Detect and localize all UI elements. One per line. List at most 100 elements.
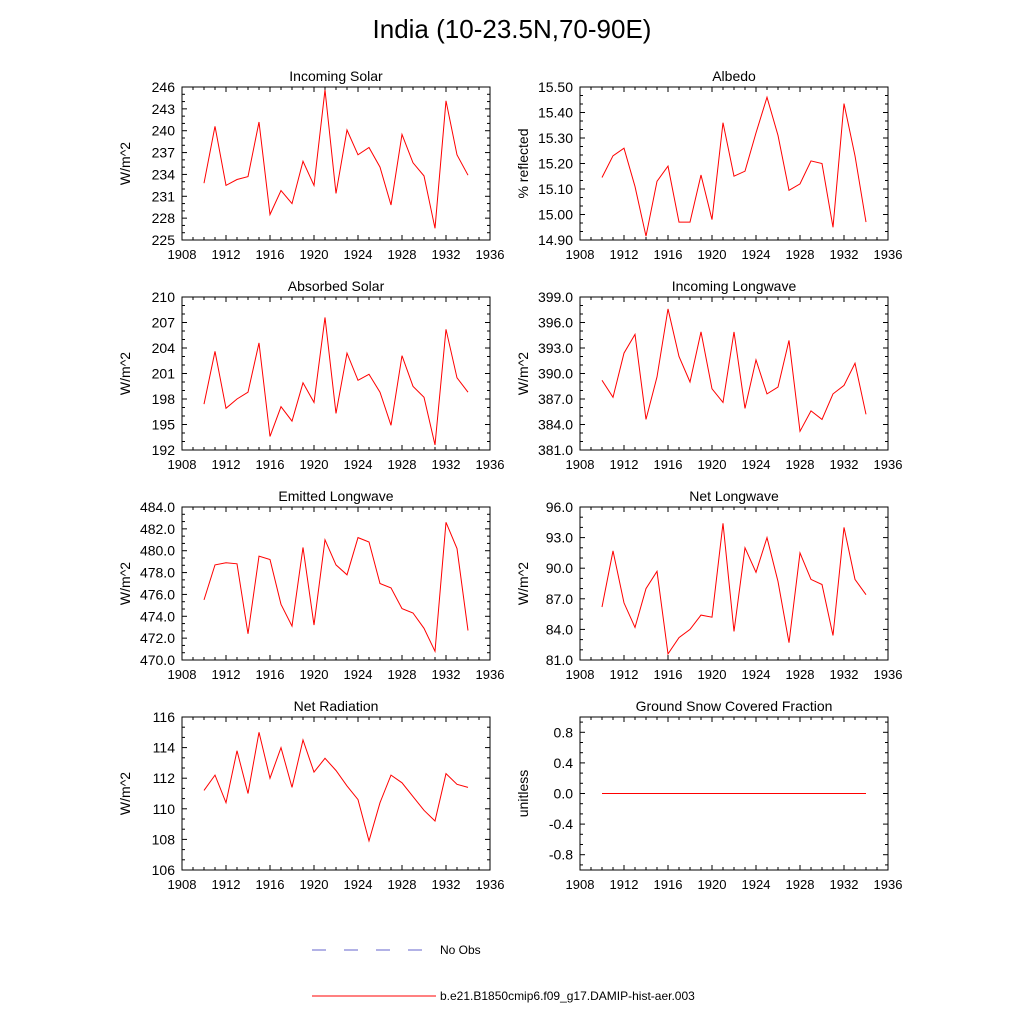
- incoming-solar-xtick-label: 1928: [388, 247, 417, 262]
- net-radiation-title: Net Radiation: [294, 698, 379, 714]
- net-longwave-xtick-label: 1936: [874, 667, 903, 682]
- albedo-ytick-label: 15.00: [538, 207, 573, 223]
- albedo-xtick-label: 1908: [566, 247, 595, 262]
- net-radiation-xtick-label: 1920: [300, 877, 329, 892]
- net-longwave-xtick-label: 1916: [654, 667, 683, 682]
- incoming-solar-xtick-label: 1924: [344, 247, 373, 262]
- albedo-xtick-label: 1936: [874, 247, 903, 262]
- ground-snow-covered-fraction-ytick-label: -0.8: [549, 847, 573, 863]
- net-radiation-ytick-label: 110: [153, 801, 176, 817]
- net-longwave-ytick-label: 81.0: [546, 652, 573, 668]
- incoming-longwave-xtick-label: 1936: [874, 457, 903, 472]
- net-longwave-ytick-label: 84.0: [546, 621, 573, 637]
- albedo-xtick-label: 1924: [742, 247, 771, 262]
- ground-snow-covered-fraction-ytick-label: 0.4: [554, 755, 574, 771]
- absorbed-solar-ytick-label: 204: [152, 340, 176, 356]
- absorbed-solar-xtick-label: 1916: [256, 457, 285, 472]
- net-radiation-xtick-label: 1908: [168, 877, 197, 892]
- ground-snow-covered-fraction-xtick-label: 1928: [786, 877, 815, 892]
- incoming-solar-ytick-label: 234: [152, 166, 176, 182]
- net-radiation-xtick-label: 1936: [476, 877, 505, 892]
- net-radiation-xtick-label: 1932: [432, 877, 461, 892]
- panels-group: Incoming Solar W/m^2 1908 1912 1916 1920 1924 1…: [117, 68, 902, 892]
- ground-snow-covered-fraction-xtick-label: 1924: [742, 877, 771, 892]
- absorbed-solar-ylabel: W/m^2: [117, 352, 133, 395]
- net-longwave-ylabel: W/m^2: [515, 562, 531, 605]
- net-longwave-series-line: [601, 523, 867, 656]
- emitted-longwave-xtick-label: 1912: [212, 667, 241, 682]
- incoming-solar-series-line: [203, 89, 469, 229]
- absorbed-solar-ytick-label: 207: [152, 315, 176, 331]
- net-radiation-xtick-label: 1924: [344, 877, 373, 892]
- ground-snow-covered-fraction-title: Ground Snow Covered Fraction: [636, 698, 833, 714]
- incoming-longwave-xtick-label: 1932: [830, 457, 859, 472]
- ground-snow-covered-fraction-ytick-label: 0.8: [554, 724, 574, 740]
- albedo-series-line: [601, 95, 867, 237]
- absorbed-solar-series-line: [203, 317, 469, 446]
- incoming-longwave-xtick-label: 1916: [654, 457, 683, 472]
- net-radiation-ylabel: W/m^2: [117, 772, 133, 815]
- ground-snow-covered-fraction-xtick-label: 1908: [566, 877, 595, 892]
- incoming-solar-plot-frame: [181, 86, 491, 241]
- incoming-longwave-title: Incoming Longwave: [672, 278, 797, 294]
- albedo-ytick-label: 15.40: [538, 105, 573, 121]
- incoming-solar-ytick-label: 228: [152, 210, 176, 226]
- albedo-xtick-label: 1912: [610, 247, 639, 262]
- net-radiation-ytick-label: 108: [152, 831, 176, 847]
- absorbed-solar-xtick-label: 1932: [432, 457, 461, 472]
- emitted-longwave-xtick-label: 1928: [388, 667, 417, 682]
- incoming-longwave-ytick-label: 384.0: [538, 417, 573, 433]
- ground-snow-covered-fraction-ytick-label: 0.0: [554, 786, 574, 802]
- emitted-longwave-ytick-label: 482.0: [140, 521, 175, 537]
- panel-net-longwave: Net Longwave W/m^2 1908 1912 1916 1920 1924 192…: [515, 488, 902, 682]
- net-longwave-xtick-label: 1928: [786, 667, 815, 682]
- ground-snow-covered-fraction-xtick-label: 1912: [610, 877, 639, 892]
- emitted-longwave-xtick-label: 1916: [256, 667, 285, 682]
- emitted-longwave-ytick-label: 476.0: [140, 586, 175, 602]
- absorbed-solar-xtick-label: 1928: [388, 457, 417, 472]
- figure-title: India (10-23.5N,70-90E): [372, 14, 652, 44]
- emitted-longwave-xtick-label: 1920: [300, 667, 329, 682]
- absorbed-solar-xtick-label: 1912: [212, 457, 241, 472]
- incoming-longwave-xtick-label: 1908: [566, 457, 595, 472]
- emitted-longwave-xtick-label: 1924: [344, 667, 373, 682]
- ground-snow-covered-fraction-xtick-label: 1916: [654, 877, 683, 892]
- incoming-longwave-ytick-label: 390.0: [538, 366, 573, 382]
- emitted-longwave-series-line: [203, 522, 469, 654]
- net-radiation-series-line: [203, 732, 469, 843]
- incoming-longwave-ytick-label: 381.0: [538, 442, 573, 458]
- emitted-longwave-ytick-label: 474.0: [140, 608, 175, 624]
- net-longwave-xtick-label: 1908: [566, 667, 595, 682]
- absorbed-solar-ytick-label: 210: [152, 289, 176, 305]
- absorbed-solar-xtick-label: 1920: [300, 457, 329, 472]
- ground-snow-covered-fraction-ylabel: unitless: [515, 770, 531, 817]
- incoming-longwave-ytick-label: 396.0: [538, 315, 573, 331]
- incoming-longwave-ylabel: W/m^2: [515, 352, 531, 395]
- emitted-longwave-xtick-label: 1936: [476, 667, 505, 682]
- net-radiation-xtick-label: 1912: [212, 877, 241, 892]
- net-radiation-xtick-label: 1916: [256, 877, 285, 892]
- albedo-ytick-label: 15.10: [538, 181, 573, 197]
- incoming-solar-ytick-label: 225: [152, 232, 176, 248]
- albedo-plot-frame: [579, 86, 889, 241]
- net-radiation-ytick-label: 106: [152, 862, 176, 878]
- emitted-longwave-ylabel: W/m^2: [117, 562, 133, 605]
- emitted-longwave-ytick-label: 478.0: [140, 565, 175, 581]
- net-longwave-ytick-label: 96.0: [546, 499, 573, 515]
- incoming-solar-xtick-label: 1912: [212, 247, 241, 262]
- incoming-longwave-plot-frame: [579, 296, 889, 451]
- net-radiation-ytick-label: 116: [153, 709, 176, 725]
- panel-absorbed-solar: Absorbed Solar W/m^2 1908 1912 1916 1920 1924 1…: [117, 278, 504, 472]
- absorbed-solar-xtick-label: 1936: [476, 457, 505, 472]
- emitted-longwave-title: Emitted Longwave: [278, 488, 393, 504]
- emitted-longwave-plot-frame: [181, 506, 491, 661]
- emitted-longwave-xtick-label: 1908: [168, 667, 197, 682]
- incoming-solar-ytick-label: 246: [152, 79, 176, 95]
- net-radiation-ytick-label: 112: [153, 770, 176, 786]
- ground-snow-covered-fraction-xtick-label: 1936: [874, 877, 903, 892]
- emitted-longwave-ytick-label: 472.0: [140, 630, 175, 646]
- panel-albedo: Albedo % reflected 1908 1912 1916 1920 1924 192…: [515, 68, 902, 262]
- ground-snow-covered-fraction-ytick-label: -0.4: [549, 816, 573, 832]
- net-longwave-ytick-label: 93.0: [546, 530, 573, 546]
- incoming-solar-xtick-label: 1936: [476, 247, 505, 262]
